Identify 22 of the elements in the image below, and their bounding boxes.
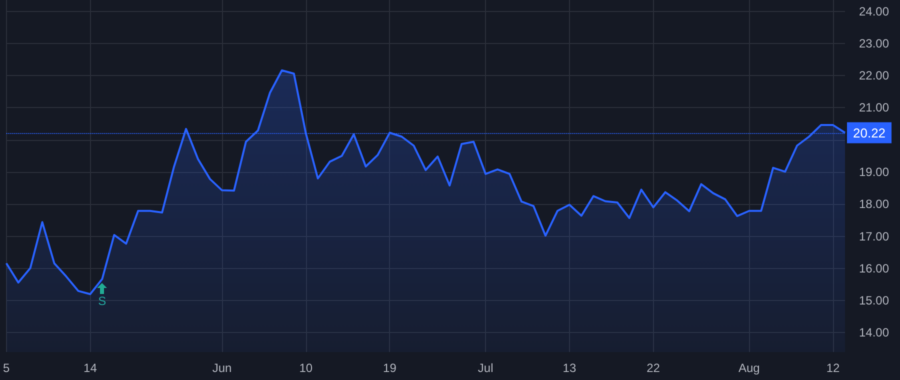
y-tick-label: 15.00 bbox=[859, 294, 890, 308]
y-tick-label: 23.00 bbox=[859, 36, 890, 50]
y-tick-label: 14.00 bbox=[859, 326, 890, 340]
x-tick-label: 10 bbox=[299, 361, 313, 375]
x-tick-label: 5 bbox=[2, 361, 10, 375]
x-tick-label: Aug bbox=[738, 361, 760, 375]
y-tick-label: 17.00 bbox=[859, 229, 890, 244]
x-tick-label: 13 bbox=[562, 361, 576, 375]
x-tick-label: 22 bbox=[646, 361, 660, 375]
y-tick-label: 22.00 bbox=[859, 68, 890, 83]
x-tick-label: 19 bbox=[383, 361, 397, 375]
y-tick-label: 19.00 bbox=[859, 164, 890, 179]
annotation: S bbox=[98, 294, 106, 308]
x-tick-label: 12 bbox=[826, 361, 840, 375]
y-tick-label: 24.00 bbox=[859, 4, 890, 18]
y-tick-label: 16.00 bbox=[859, 261, 890, 276]
y-tick-label: 21.00 bbox=[859, 100, 890, 115]
x-tick-label: Jul bbox=[478, 361, 494, 375]
x-tick-label: Jun bbox=[212, 361, 232, 375]
ref-line-label: 20.22 bbox=[853, 125, 886, 140]
y-tick-label: 18.00 bbox=[859, 197, 890, 212]
x-tick-label: 14 bbox=[84, 361, 98, 375]
